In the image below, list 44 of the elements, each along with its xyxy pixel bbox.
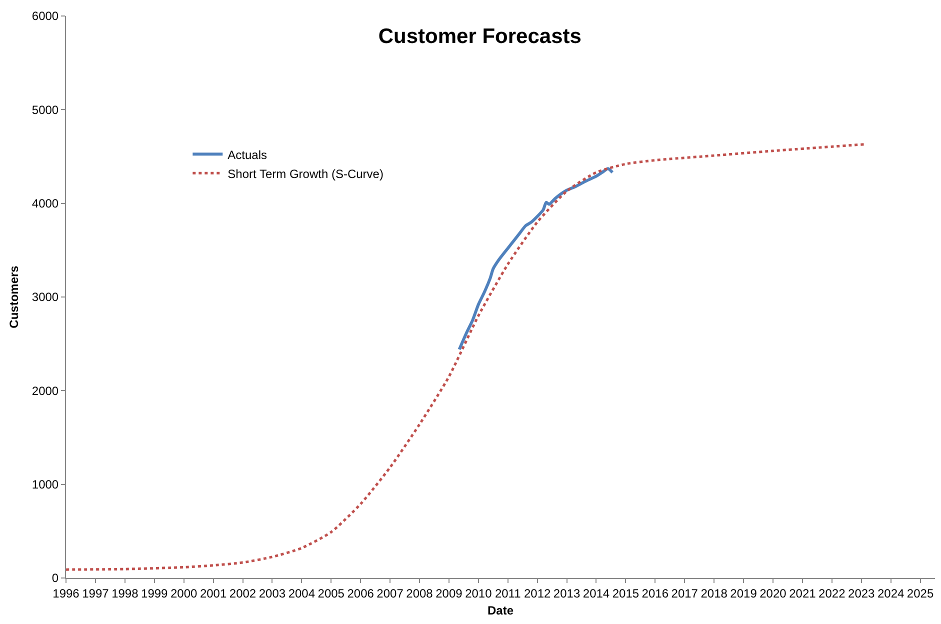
x-tick-label: 2010 <box>465 586 492 600</box>
x-tick-label: 2016 <box>642 586 669 600</box>
legend-label: Short Term Growth (S-Curve) <box>228 166 384 181</box>
x-tick-label: 2020 <box>760 586 787 600</box>
legend-label: Actuals <box>228 148 268 162</box>
y-tick-label: 2000 <box>32 384 59 398</box>
y-tick-label: 0 <box>52 571 59 586</box>
y-axis-title: Customers <box>7 265 22 328</box>
x-tick-label: 2024 <box>877 586 904 600</box>
x-tick-label: 2015 <box>612 586 640 600</box>
y-tick-label: 6000 <box>32 9 59 24</box>
line-series <box>66 143 866 571</box>
x-tick-label: 1997 <box>82 586 110 600</box>
y-tick-label: 3000 <box>32 290 59 304</box>
x-tick-label: 2001 <box>200 586 227 600</box>
x-tick-label: 2004 <box>288 586 316 600</box>
x-tick-label: 2008 <box>406 586 434 600</box>
x-tick-label: 2014 <box>582 586 610 600</box>
chart-title: Customer Forecasts <box>378 24 582 48</box>
x-tick-label: 2007 <box>376 586 404 600</box>
x-tick-label: 2000 <box>170 586 198 600</box>
x-tick-label: 2002 <box>229 586 256 600</box>
x-tick-label: 2006 <box>347 586 374 600</box>
x-tick-label: 2003 <box>258 586 286 600</box>
y-tick-label: 4000 <box>32 196 59 211</box>
x-tick-label: 2021 <box>789 586 816 600</box>
x-tick-label: 2019 <box>730 586 758 600</box>
x-tick-label: 2022 <box>818 586 846 600</box>
x-tick-label: 2013 <box>553 586 580 600</box>
x-tick-label: 1998 <box>112 586 139 600</box>
x-tick-label: 2005 <box>318 586 345 600</box>
x-tick-label: 2017 <box>671 586 698 600</box>
line-series <box>458 167 614 351</box>
x-tick-label: 2012 <box>524 586 551 600</box>
x-tick-label: 2009 <box>436 586 463 600</box>
x-tick-label: 2025 <box>906 586 934 600</box>
x-tick-label: 2023 <box>848 586 876 600</box>
y-tick-label: 1000 <box>32 478 59 492</box>
x-axis-title: Date <box>487 603 514 618</box>
y-tick-label: 5000 <box>32 102 59 117</box>
x-tick-label: 1996 <box>52 586 80 600</box>
x-tick-label: 1999 <box>141 586 168 600</box>
x-tick-label: 2018 <box>700 586 728 600</box>
x-tick-label: 2011 <box>494 586 522 600</box>
